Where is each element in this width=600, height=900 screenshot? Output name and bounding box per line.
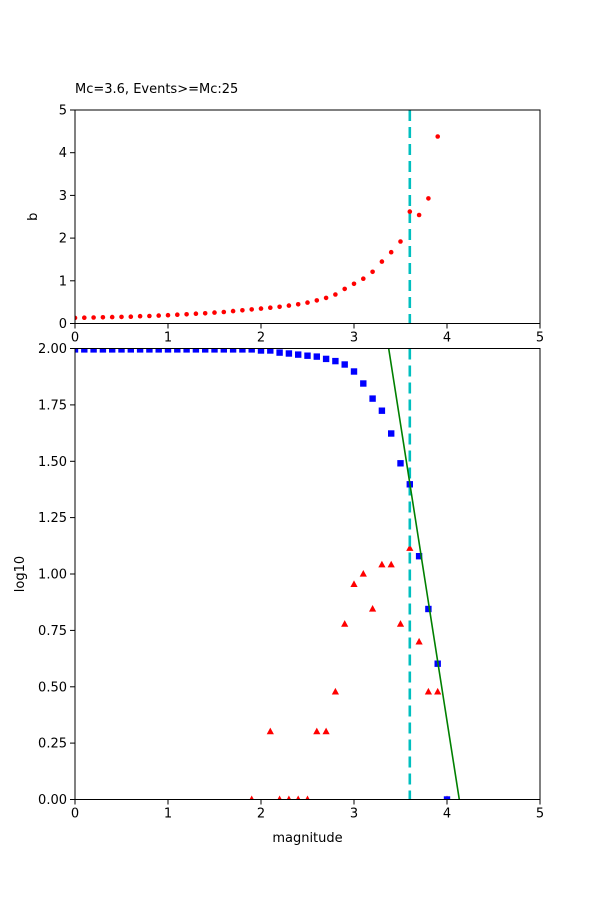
bottom-y-tick-label: 1.00 (38, 568, 67, 583)
bottom-y-tick-label: 0.25 (38, 737, 67, 752)
bottom-y-tick-label: 2.00 (38, 342, 67, 357)
bottom-y-ticks: 0.00 0.25 0.50 0.75 1.00 1.25 1.50 1.75 2.00 (38, 342, 75, 808)
bottom-y-axis-label: log10 (13, 556, 28, 592)
top-spines (74, 109, 541, 324)
top-y-tick-label: 0 (59, 317, 67, 332)
bottom-y-tick-label: 0.50 (38, 680, 67, 695)
b-value-series (75, 134, 441, 321)
top-x-ticks: 0 1 2 3 4 5 (71, 323, 544, 346)
bottom-spines (74, 348, 541, 800)
top-x-tick-label: 2 (257, 331, 265, 346)
top-x-tick-label: 3 (350, 331, 358, 346)
bottom-y-tick-label: 0.00 (38, 793, 67, 808)
top-y-axis-label: b (26, 213, 41, 221)
top-y-tick-label: 5 (59, 104, 67, 119)
bottom-x-tick-label: 3 (350, 807, 358, 822)
top-y-tick-label: 2 (59, 232, 67, 247)
top-x-tick-label: 0 (71, 331, 79, 346)
bottom-plot-data (75, 348, 461, 800)
bottom-y-tick-label: 1.25 (38, 511, 67, 526)
bottom-y-tick-label: 1.75 (38, 398, 67, 413)
bottom-x-tick-label: 4 (443, 807, 451, 822)
plot-title: Mc=3.6, Events>=Mc:25 (75, 82, 238, 97)
x-axis-label: magnitude (272, 831, 342, 846)
bottom-x-tick-label: 5 (536, 807, 544, 822)
top-plot: 0 1 2 3 4 5 0 1 2 3 4 5 Mc=3.6, Events>=Mc:25 b (26, 82, 544, 346)
cumulative-series (75, 348, 451, 800)
bottom-x-tick-label: 1 (164, 807, 172, 822)
top-x-tick-label: 4 (443, 331, 451, 346)
bottom-y-tick-label: 0.75 (38, 624, 67, 639)
top-y-tick-label: 1 (59, 274, 67, 289)
top-y-tick-label: 3 (59, 189, 67, 204)
top-y-tick-label: 4 (59, 146, 67, 161)
top-x-tick-label: 5 (536, 331, 544, 346)
bin-count-series (249, 544, 450, 800)
top-x-tick-label: 1 (164, 331, 172, 346)
bottom-y-tick-label: 1.50 (38, 455, 67, 470)
gr-fit-line (387, 348, 461, 800)
bottom-x-ticks: 0 1 2 3 4 5 (71, 799, 544, 822)
bottom-x-tick-label: 0 (71, 807, 79, 822)
bottom-x-tick-label: 2 (257, 807, 265, 822)
bottom-plot: 0 1 2 3 4 5 0.00 0.25 0.50 0.75 1.00 1.25 1.50 1.75 2.… (13, 342, 544, 846)
top-y-ticks: 0 1 2 3 4 5 (59, 104, 75, 332)
top-plot-data (75, 110, 441, 324)
